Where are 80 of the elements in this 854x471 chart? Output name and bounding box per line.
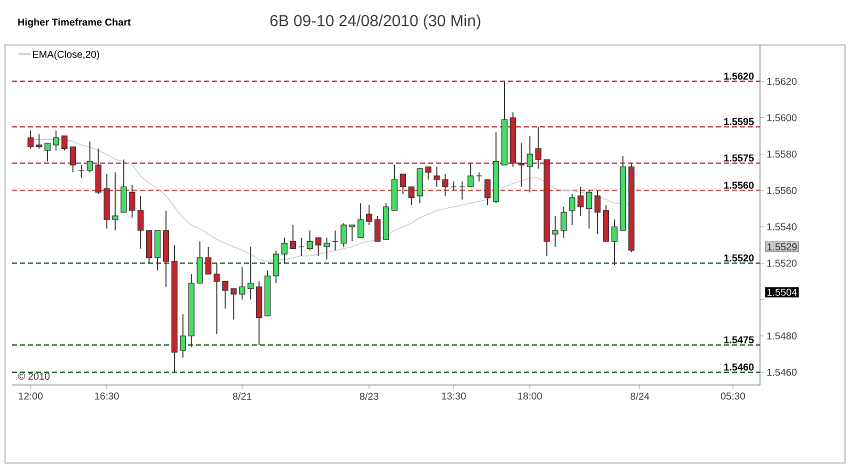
candlestick <box>205 246 212 275</box>
candlestick <box>222 280 228 310</box>
y-tick-label: 1.5460 <box>767 368 797 376</box>
candlestick <box>180 314 186 358</box>
candlestick <box>298 237 304 256</box>
candlestick <box>442 174 448 196</box>
candlestick <box>138 195 144 250</box>
x-tick-label: 12:00 <box>18 392 43 400</box>
y-tick-label: 1.5620 <box>767 78 797 85</box>
ref-line-label: 1.5560 <box>724 182 754 189</box>
candlestick <box>594 190 601 235</box>
candlestick <box>374 215 381 242</box>
candlestick <box>459 180 466 200</box>
candlestick <box>611 219 618 266</box>
x-tick-label: 8/23 <box>360 392 378 400</box>
ref-line-label: 1.5620 <box>724 72 754 80</box>
ref-line-label: 1.5595 <box>724 118 754 126</box>
annotation: © 2010 <box>18 372 50 380</box>
candlestick <box>468 162 474 188</box>
candlestick <box>552 215 558 248</box>
candlestick <box>578 186 584 216</box>
candlestick <box>569 194 576 226</box>
candlestick <box>306 230 313 251</box>
chart-title: Higher Timeframe Chart <box>18 18 131 28</box>
ref-line-label: 1.5575 <box>724 154 754 162</box>
ref-line-label: 1.5475 <box>724 336 754 344</box>
y-tick-label: 1.5504 <box>767 288 797 296</box>
x-tick-label: 16:30 <box>95 392 119 400</box>
y-tick-label: 1.5529 <box>767 243 797 250</box>
y-tick-label: 1.5520 <box>767 260 797 267</box>
candlestick <box>340 222 347 248</box>
chart-subtitle: 6B 09-10 24/08/2010 (30 Min) <box>270 14 480 30</box>
candlestick <box>230 288 237 320</box>
candlestick <box>586 190 592 230</box>
candlestick <box>400 174 406 195</box>
ref-line-label: 1.5520 <box>724 254 754 262</box>
candlestick <box>36 134 42 150</box>
candlestick <box>476 172 482 182</box>
candlestick <box>61 135 68 151</box>
x-tick-label: 13:30 <box>442 392 466 400</box>
x-tick-label: 8/24 <box>630 392 650 400</box>
ref-line-label: 1.5460 <box>724 364 754 371</box>
candlestick <box>425 166 432 180</box>
candlestick <box>281 237 288 264</box>
x-tick-label: 05:30 <box>720 392 746 400</box>
candlestick <box>315 237 322 256</box>
candlestick <box>434 166 440 188</box>
x-tick-label: 18:00 <box>518 392 542 400</box>
candlestick <box>324 237 330 260</box>
candlestick <box>52 130 60 151</box>
candlestick <box>332 230 338 251</box>
y-tick-label: 1.5600 <box>767 114 797 122</box>
y-tick-label: 1.5540 <box>767 223 797 230</box>
legend-label: EMA(Close,20) <box>32 50 100 60</box>
candlestick <box>560 206 567 238</box>
candlestick <box>239 266 246 300</box>
candlestick <box>28 130 34 150</box>
candlestick <box>349 224 356 242</box>
candlestick <box>484 179 491 206</box>
candlestick <box>290 224 296 250</box>
candlestick <box>358 202 364 238</box>
y-tick-label: 1.5480 <box>767 332 797 340</box>
candlestick <box>526 135 533 193</box>
candlestick <box>450 180 457 191</box>
x-tick-label: 8/21 <box>232 392 252 400</box>
candlestick <box>112 172 118 231</box>
candlestick <box>366 204 372 226</box>
candlestick <box>518 142 524 188</box>
candlestick <box>408 186 414 206</box>
candlestick <box>129 184 136 218</box>
candlestick <box>248 246 254 300</box>
candlestick <box>86 140 93 173</box>
candlestick <box>44 142 51 162</box>
candlestick <box>272 250 280 284</box>
y-tick-label: 1.5560 <box>767 186 797 194</box>
candlestick <box>535 126 542 170</box>
candlestick <box>78 164 84 178</box>
candlestick <box>70 146 76 173</box>
y-tick-label: 1.5580 <box>767 150 797 158</box>
candlestick <box>214 262 220 335</box>
